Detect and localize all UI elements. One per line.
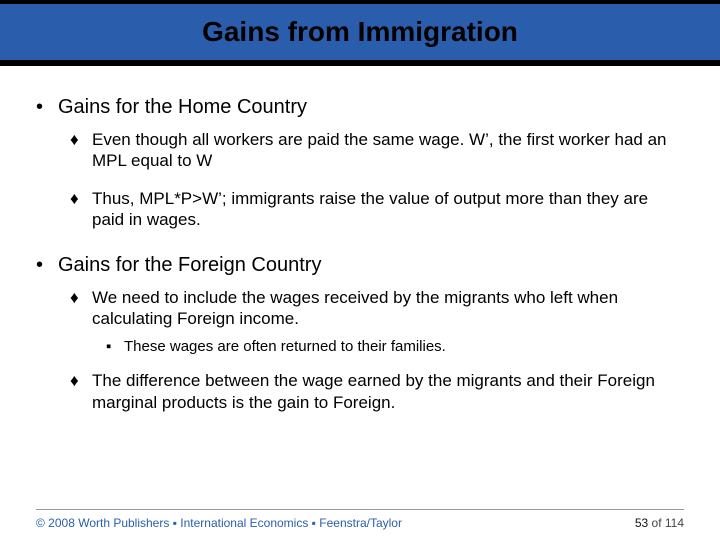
slide-content: • Gains for the Home Country ♦ Even thou… [0,66,720,413]
sub-bullet-point: ▪ These wages are often returned to thei… [106,338,684,357]
title-band: Gains from Immigration [0,0,720,66]
page-number: 53 of 114 [635,516,684,530]
page-total: of 114 [648,516,684,530]
diamond-icon: ♦ [70,129,92,172]
footer: © 2008 Worth Publishers ▪ International … [0,516,720,530]
footer-rule [36,509,684,510]
heading-text: Gains for the Foreign Country [58,254,321,277]
bullet-point: ♦ We need to include the wages received … [70,287,684,330]
square-icon: ▪ [106,338,124,357]
copyright-text: © 2008 Worth Publishers ▪ International … [36,516,402,530]
bullet-text: The difference between the wage earned b… [92,370,684,413]
sub-bullet-text: These wages are often returned to their … [124,338,446,357]
bullet-point: ♦ Thus, MPL*P>W’; immigrants raise the v… [70,188,684,231]
section-heading: • Gains for the Home Country [36,96,684,119]
section-heading: • Gains for the Foreign Country [36,254,684,277]
bullet-text: Even though all workers are paid the sam… [92,129,684,172]
page-current: 53 [635,516,648,530]
heading-text: Gains for the Home Country [58,96,307,119]
diamond-icon: ♦ [70,370,92,413]
bullet-text: We need to include the wages received by… [92,287,684,330]
bullet-dot-icon: • [36,96,58,119]
bullet-point: ♦ The difference between the wage earned… [70,370,684,413]
bullet-point: ♦ Even though all workers are paid the s… [70,129,684,172]
diamond-icon: ♦ [70,188,92,231]
bullet-dot-icon: • [36,254,58,277]
diamond-icon: ♦ [70,287,92,330]
slide-title: Gains from Immigration [0,16,720,48]
bullet-text: Thus, MPL*P>W’; immigrants raise the val… [92,188,684,231]
